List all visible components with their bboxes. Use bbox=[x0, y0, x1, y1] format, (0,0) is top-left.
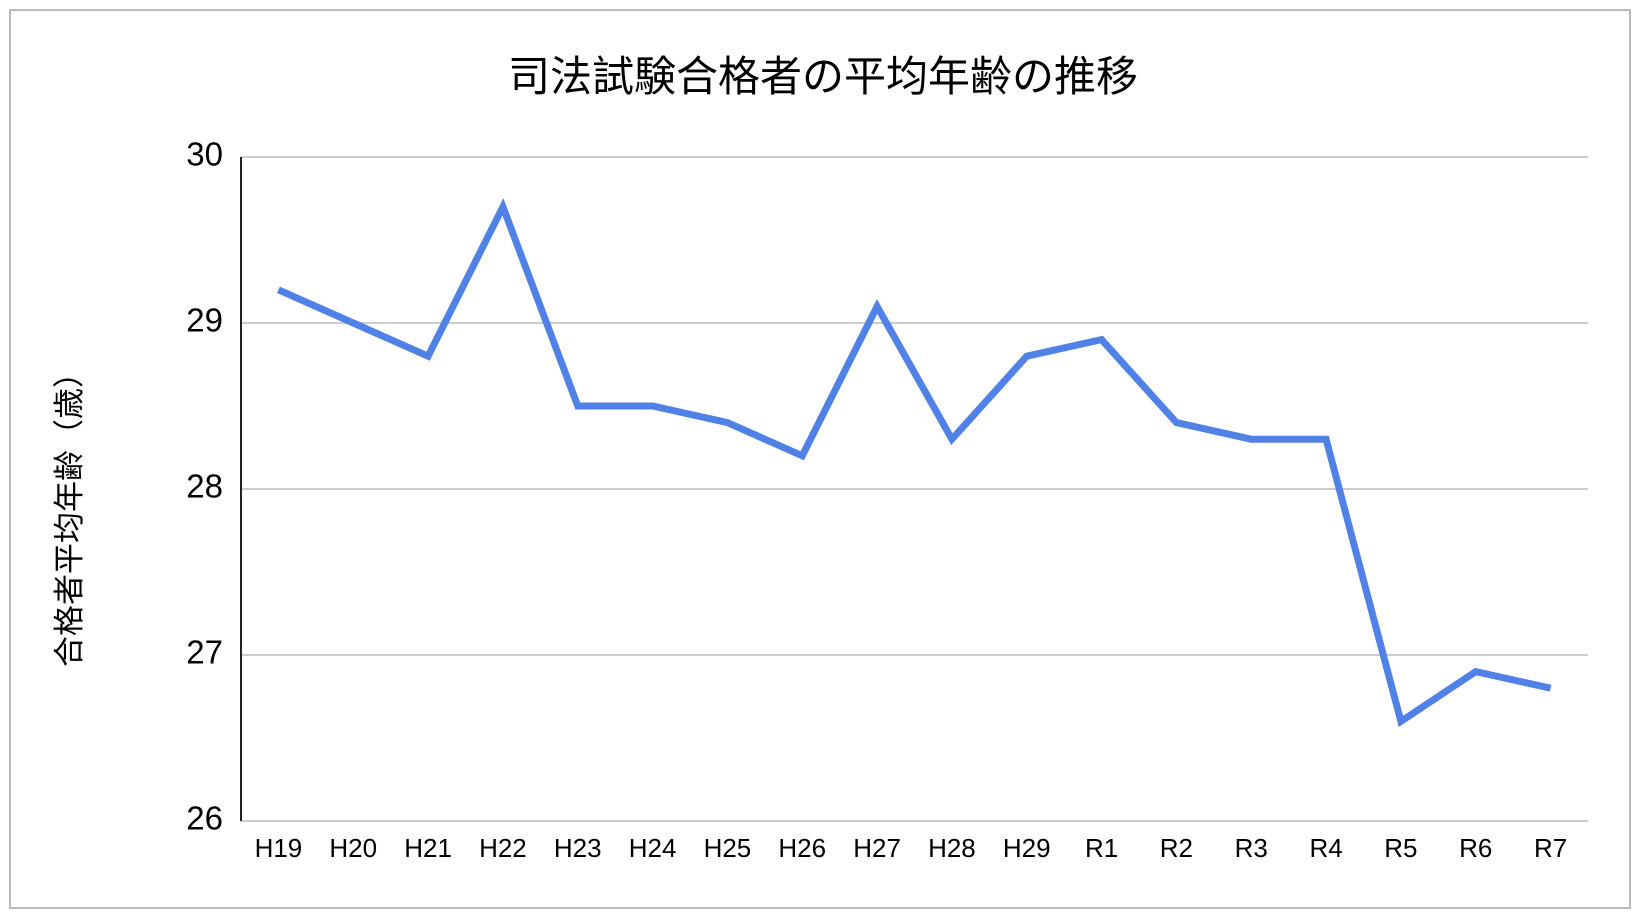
x-tick-label: H23 bbox=[554, 833, 602, 863]
x-tick-label: R4 bbox=[1309, 833, 1342, 863]
x-tick-label: H19 bbox=[255, 833, 303, 863]
series-line bbox=[276, 198, 1552, 728]
y-tick-label: 27 bbox=[186, 634, 223, 671]
y-tick-label: 30 bbox=[186, 136, 223, 173]
x-tick-label: R5 bbox=[1384, 833, 1417, 863]
chart-frame bbox=[9, 9, 1631, 909]
x-tick-label: H24 bbox=[629, 833, 677, 863]
x-tick-label: R2 bbox=[1160, 833, 1193, 863]
y-tick-label: 29 bbox=[186, 302, 223, 339]
x-tick-label: R7 bbox=[1534, 833, 1567, 863]
x-tick-label: R6 bbox=[1459, 833, 1492, 863]
x-tick-label: H22 bbox=[479, 833, 527, 863]
chart-title: 司法試験合格者の平均年齢の推移 bbox=[508, 53, 1138, 100]
x-tick-label: H26 bbox=[778, 833, 826, 863]
y-axis-label: 合格者平均年齢（歳） bbox=[52, 357, 87, 667]
x-tick-label: H25 bbox=[704, 833, 752, 863]
x-tick-label: H27 bbox=[853, 833, 901, 863]
x-tick-label: H29 bbox=[1003, 833, 1051, 863]
x-tick-label: R3 bbox=[1235, 833, 1268, 863]
x-tick-label: H20 bbox=[329, 833, 377, 863]
x-tick-label: H21 bbox=[404, 833, 452, 863]
y-tick-label: 26 bbox=[186, 800, 223, 837]
y-tick-label: 28 bbox=[186, 468, 223, 505]
x-tick-label: H28 bbox=[928, 833, 976, 863]
x-tick-label: R1 bbox=[1085, 833, 1118, 863]
